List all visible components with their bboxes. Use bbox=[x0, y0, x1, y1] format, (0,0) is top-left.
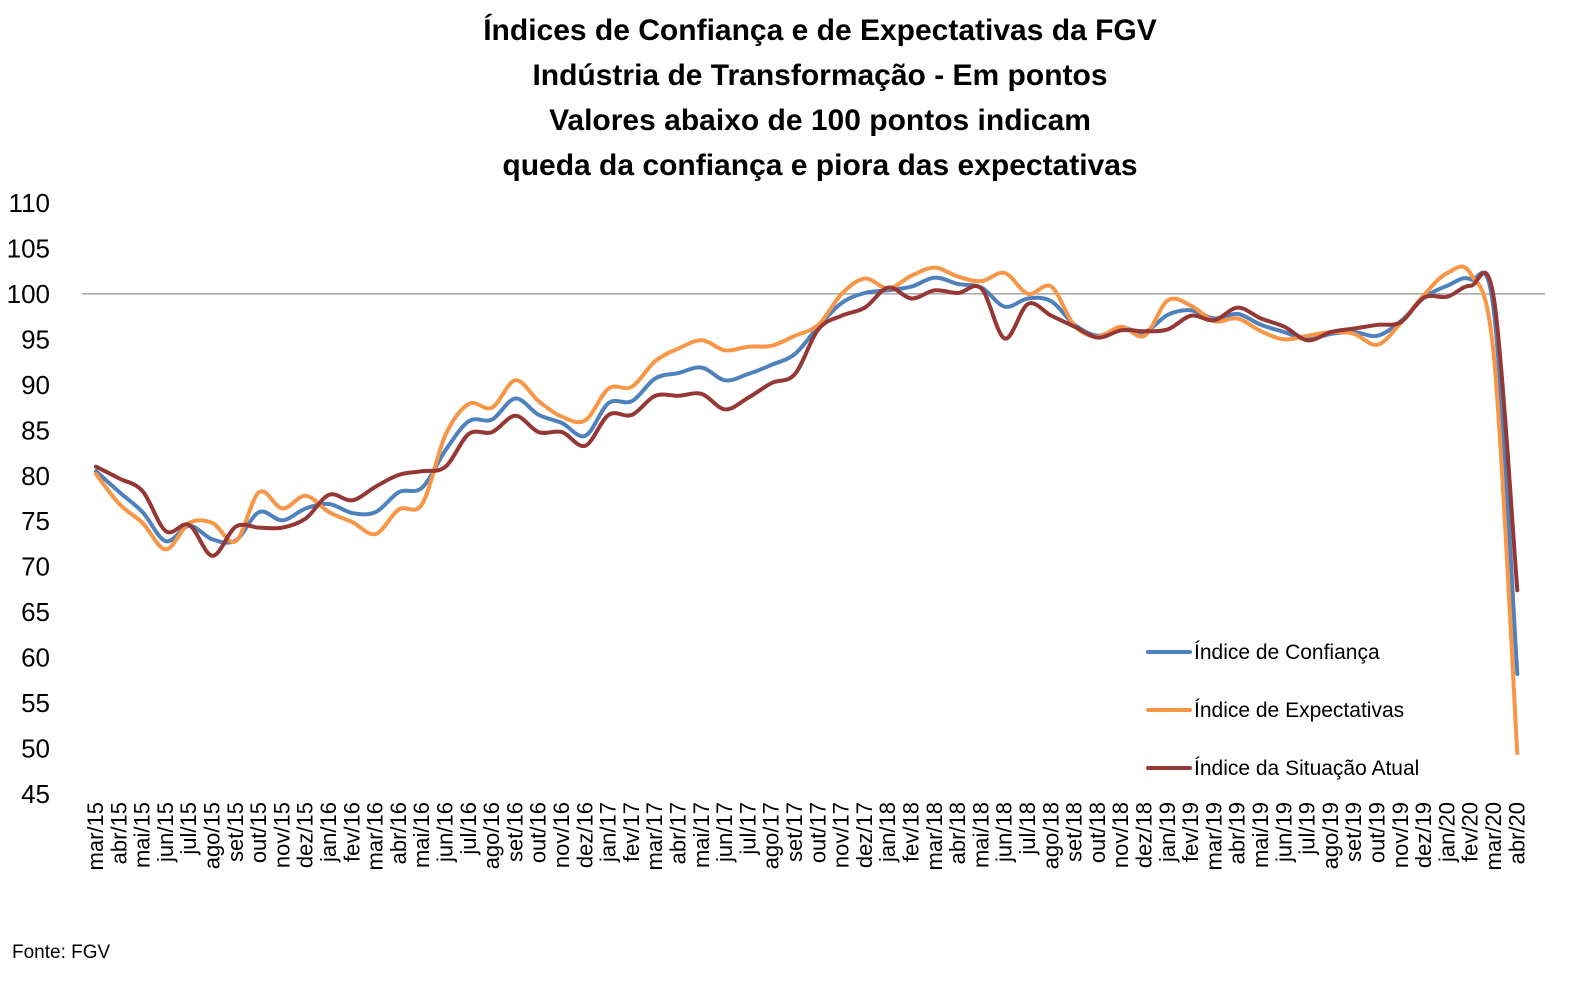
x-tick-label: dez/18 bbox=[1132, 802, 1157, 868]
y-tick-label: 70 bbox=[21, 552, 50, 582]
x-tick-label: jun/17 bbox=[712, 802, 737, 863]
x-tick-label: mai/18 bbox=[968, 802, 993, 868]
y-tick-label: 95 bbox=[21, 324, 50, 354]
x-tick-label: out/15 bbox=[246, 802, 271, 863]
x-tick-label: out/17 bbox=[805, 802, 830, 863]
chart-title-line-1: Índices de Confiança e de Expectativas d… bbox=[483, 13, 1157, 47]
x-tick-label: jan/19 bbox=[1155, 802, 1180, 863]
x-tick-label: mar/20 bbox=[1481, 802, 1506, 870]
x-tick-label: abr/19 bbox=[1225, 802, 1250, 864]
x-tick-label: jan/20 bbox=[1434, 802, 1459, 863]
legend-label: Índice da Situação Atual bbox=[1194, 757, 1419, 780]
x-tick-label: ago/16 bbox=[479, 802, 504, 869]
x-tick-label: jan/16 bbox=[316, 802, 341, 863]
x-tick-label: set/17 bbox=[782, 802, 807, 862]
x-tick-label: set/19 bbox=[1341, 802, 1366, 862]
x-tick-label: jan/18 bbox=[875, 802, 900, 863]
x-tick-label: fev/17 bbox=[619, 802, 644, 862]
x-tick-label: jun/19 bbox=[1271, 802, 1296, 863]
x-tick-label: fev/19 bbox=[1178, 802, 1203, 862]
x-tick-label: abr/15 bbox=[106, 802, 131, 864]
x-tick-label: mar/17 bbox=[642, 802, 667, 870]
x-tick-label: abr/16 bbox=[386, 802, 411, 864]
y-tick-label: 50 bbox=[21, 734, 50, 764]
x-tick-label: jan/17 bbox=[596, 802, 621, 863]
x-tick-label: nov/18 bbox=[1108, 802, 1133, 868]
x-tick-label: mar/19 bbox=[1201, 802, 1226, 870]
x-tick-label: jul/18 bbox=[1015, 802, 1040, 856]
chart-title: Índices de Confiança e de Expectativas d… bbox=[483, 13, 1157, 182]
y-tick-label: 65 bbox=[21, 597, 50, 627]
x-tick-label: jul/19 bbox=[1295, 802, 1320, 856]
source-note: Fonte: FGV bbox=[12, 942, 111, 963]
x-tick-label: set/15 bbox=[223, 802, 248, 862]
x-tick-label: out/16 bbox=[526, 802, 551, 863]
chart-title-line-2: Indústria de Transformação - Em pontos bbox=[532, 59, 1107, 92]
y-tick-label: 85 bbox=[21, 415, 50, 445]
y-tick-label: 55 bbox=[21, 688, 50, 718]
x-tick-label: mar/18 bbox=[922, 802, 947, 870]
x-tick-label: mai/16 bbox=[409, 802, 434, 868]
x-tick-label: mar/16 bbox=[363, 802, 388, 870]
x-tick-label: abr/18 bbox=[945, 802, 970, 864]
x-tick-label: nov/17 bbox=[829, 802, 854, 868]
series-line-2 bbox=[94, 270, 1520, 593]
x-tick-label: jun/16 bbox=[433, 802, 458, 863]
x-tick-label: mai/17 bbox=[689, 802, 714, 868]
x-tick-label: mai/19 bbox=[1248, 802, 1273, 868]
x-tick-label: nov/15 bbox=[269, 802, 294, 868]
x-tick-label: out/19 bbox=[1365, 802, 1390, 863]
series-line-1 bbox=[94, 264, 1520, 756]
y-tick-label: 80 bbox=[21, 461, 50, 491]
x-tick-label: jul/17 bbox=[735, 802, 760, 856]
x-tick-label: abr/17 bbox=[666, 802, 691, 864]
legend-label: Índice de Confiança bbox=[1194, 641, 1380, 664]
x-tick-label: ago/18 bbox=[1038, 802, 1063, 869]
y-axis: 45 50 55 60 65 70 75 80 85 90 95 100 105 110 bbox=[7, 188, 50, 809]
x-tick-label: ago/15 bbox=[200, 802, 225, 869]
x-axis: mar/15abr/15mai/15jun/15jul/15ago/15set/… bbox=[83, 802, 1529, 870]
x-tick-label: abr/20 bbox=[1504, 802, 1529, 864]
x-tick-label: jun/15 bbox=[153, 802, 178, 863]
x-tick-label: fev/18 bbox=[899, 802, 924, 862]
y-tick-label: 45 bbox=[21, 779, 50, 809]
x-tick-label: fev/16 bbox=[339, 802, 364, 862]
chart-title-line-3: Valores abaixo de 100 pontos indicam bbox=[549, 104, 1091, 137]
x-tick-label: dez/16 bbox=[572, 802, 597, 868]
legend: Índice de Confiança Índice de Expectativa… bbox=[1146, 641, 1419, 780]
x-tick-label: set/18 bbox=[1062, 802, 1087, 862]
x-tick-label: mai/15 bbox=[130, 802, 155, 868]
x-tick-label: nov/16 bbox=[549, 802, 574, 868]
y-tick-label: 100 bbox=[7, 279, 50, 309]
x-tick-label: dez/15 bbox=[293, 802, 318, 868]
y-tick-label: 90 bbox=[21, 370, 50, 400]
series-lines bbox=[94, 264, 1520, 756]
x-tick-label: mar/15 bbox=[83, 802, 108, 870]
x-tick-label: dez/17 bbox=[852, 802, 877, 868]
y-tick-label: 105 bbox=[7, 233, 50, 263]
x-tick-label: ago/19 bbox=[1318, 802, 1343, 869]
legend-label: Índice de Expectativas bbox=[1194, 699, 1404, 722]
x-tick-label: nov/19 bbox=[1388, 802, 1413, 868]
x-tick-label: fev/20 bbox=[1458, 802, 1483, 862]
x-tick-label: dez/19 bbox=[1411, 802, 1436, 868]
y-tick-label: 110 bbox=[9, 188, 50, 218]
x-tick-label: set/16 bbox=[502, 802, 527, 862]
x-tick-label: jul/15 bbox=[176, 802, 201, 856]
x-tick-label: ago/17 bbox=[759, 802, 784, 869]
y-tick-label: 60 bbox=[21, 643, 50, 673]
x-tick-label: out/18 bbox=[1085, 802, 1110, 863]
chart-title-line-4: queda da confiança e piora das expectati… bbox=[502, 149, 1137, 182]
x-tick-label: jun/18 bbox=[992, 802, 1017, 863]
y-tick-label: 75 bbox=[21, 506, 50, 536]
x-tick-label: jul/16 bbox=[456, 802, 481, 856]
